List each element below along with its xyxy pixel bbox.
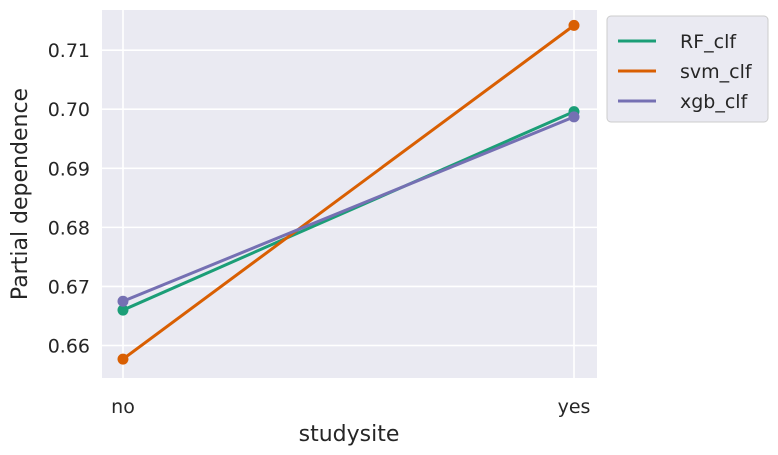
y-tick-label: 0.70: [48, 99, 90, 121]
data-point-svm_clf: [568, 19, 580, 31]
y-tick-labels: 0.66 0.67 0.68 0.69 0.70 0.71: [48, 40, 90, 357]
x-axis-label: studysite: [299, 422, 400, 447]
grid-lines: [102, 10, 597, 378]
series-line-RF_clf: [122, 110, 575, 312]
series-line-svm_clf: [122, 24, 575, 361]
data-point-RF_clf: [117, 304, 129, 316]
series-line-xgb_clf: [122, 115, 575, 303]
y-axis-label: Partial dependence: [8, 88, 33, 300]
y-tick-label: 0.68: [48, 217, 90, 239]
x-tick-label: no: [111, 396, 135, 418]
data-point-svm_clf: [117, 353, 129, 365]
x-tick-labels: no yes: [111, 396, 590, 418]
plot-background: [102, 10, 597, 378]
legend-label-RF_clf: RF_clf: [680, 31, 737, 53]
y-tick-label: 0.66: [48, 336, 90, 358]
data-point-xgb_clf: [568, 111, 580, 123]
legend-label-svm_clf: svm_clf: [680, 61, 753, 83]
y-tick-label: 0.67: [48, 276, 90, 298]
series-lines: [117, 19, 580, 365]
y-tick-label: 0.69: [48, 158, 90, 180]
y-tick-label: 0.71: [48, 40, 90, 62]
x-tick-label: yes: [558, 396, 591, 418]
legend: RF_clf svm_clf xgb_clf: [606, 15, 769, 123]
legend-label-xgb_clf: xgb_clf: [680, 91, 749, 113]
data-point-xgb_clf: [117, 295, 129, 307]
